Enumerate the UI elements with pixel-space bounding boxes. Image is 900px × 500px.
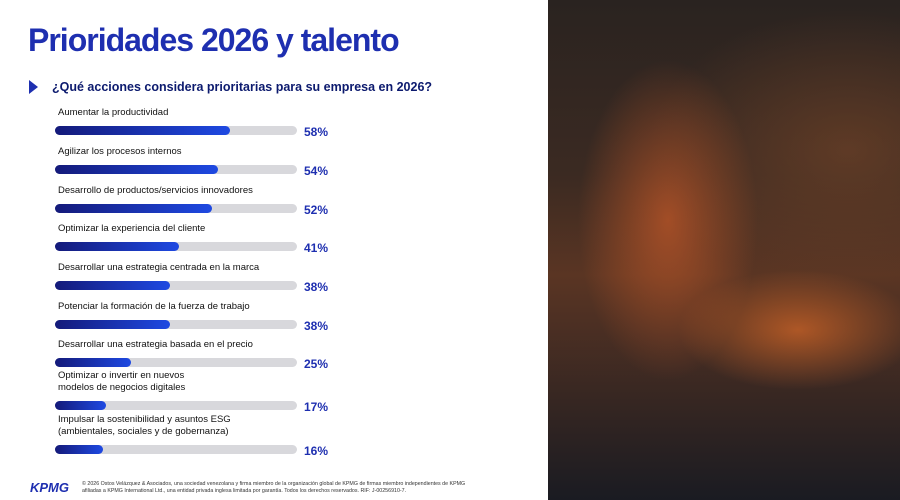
subtitle: ¿Qué acciones considera prioritarias par… [52, 80, 433, 94]
category-label: Desarrollar una estrategia basada en el … [58, 339, 253, 350]
logo: KPMG [30, 480, 69, 495]
bar-track [55, 320, 297, 329]
value-label: 54% [304, 164, 329, 178]
value-label: 41% [304, 241, 329, 255]
value-label: 38% [304, 319, 329, 333]
bullet-arrow [29, 80, 38, 94]
category-label: Impulsar la sostenibilidad y asuntos ESG… [58, 414, 231, 437]
bar [55, 358, 131, 367]
bar [55, 281, 170, 290]
bar-track [55, 401, 297, 410]
category-label: Optimizar la experiencia del cliente [58, 223, 206, 234]
bar [55, 320, 170, 329]
bar [55, 165, 219, 174]
bar-track [55, 281, 297, 290]
bar-track [55, 445, 297, 454]
category-label: Desarrollo de productos/servicios innova… [58, 185, 253, 196]
value-label: 16% [304, 444, 329, 458]
value-label: 25% [304, 357, 329, 371]
value-label: 52% [304, 203, 329, 217]
bar [55, 242, 180, 251]
value-label: 17% [304, 400, 329, 414]
photo [548, 0, 900, 500]
bar [55, 401, 107, 410]
title: Prioridades 2026 y talento [28, 22, 400, 58]
legal-text: © 2026 Ostos Velázquez & Asociados, una … [82, 481, 466, 494]
bar-track [55, 358, 297, 367]
category-label: Agilizar los procesos internos [58, 146, 182, 157]
value-label: 38% [304, 280, 329, 294]
category-label: Potenciar la formación de la fuerza de t… [58, 301, 250, 312]
category-label: Optimizar o invertir en nuevos modelos d… [58, 370, 186, 393]
bar [55, 445, 104, 454]
category-label: Desarrollar una estrategia centrada en l… [58, 262, 260, 273]
category-label: Aumentar la productividad [58, 107, 169, 118]
bar [55, 204, 213, 213]
value-label: 58% [304, 125, 329, 139]
bar [55, 126, 231, 135]
